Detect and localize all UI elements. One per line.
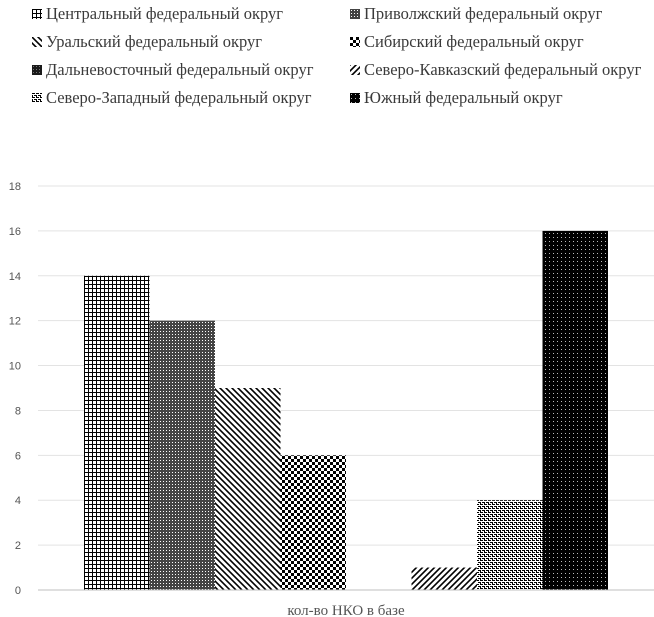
y-tick-label: 8 [15,405,21,417]
y-tick-label: 4 [15,495,21,507]
legend-label: Приволжский федеральный округ [364,4,603,23]
bar [477,500,543,590]
y-tick-label: 6 [15,450,21,462]
legend-label: Уральский федеральный округ [46,32,263,51]
x-category-label: кол-во НКО в базе [287,603,405,617]
bars [84,230,608,590]
y-tick-label: 2 [15,540,21,552]
legend-label: Южный федеральный округ [364,88,563,107]
bar [215,388,281,590]
legend-swatch [32,92,42,103]
legend-label: Центральный федеральный округ [46,4,284,23]
legend-label: Северо-Кавказский федеральный округ [364,60,642,79]
legend-item: Центральный федеральный округ [32,4,283,24]
bar [149,320,215,590]
bar [84,275,150,590]
y-tick-label: 12 [9,316,21,328]
legend-label: Северо-Западный федеральный округ [46,88,312,107]
bar [280,455,346,590]
legend-label: Сибирский федеральный округ [364,32,584,51]
legend-swatch [32,64,42,75]
y-axis: 0 2 4 6 8 10 12 14 16 18 [9,181,21,597]
legend-item: Сибирский федеральный округ [350,32,584,52]
y-tick-label: 10 [9,361,21,373]
bar [411,567,477,590]
legend-label: Дальневосточный федеральный округ [46,60,314,79]
legend-item: Уральский федеральный округ [32,32,262,52]
bar [542,230,608,590]
legend-swatch [32,36,42,47]
y-tick-label: 18 [9,181,21,193]
legend-item: Северо-Западный федеральный округ [32,88,312,108]
y-tick-label: 14 [9,271,21,283]
legend-swatch [350,8,360,19]
legend-swatch [350,36,360,47]
y-tick-label: 0 [15,585,21,597]
legend-swatch [350,64,360,75]
legend-swatch [32,8,42,19]
y-tick-label: 16 [9,226,21,238]
legend-item: Дальневосточный федеральный округ [32,60,313,80]
legend-swatch [350,92,360,103]
legend-item: Южный федеральный округ [350,88,563,108]
legend-item: Приволжский федеральный округ [350,4,602,24]
legend-item: Северо-Кавказский федеральный округ [350,60,641,80]
